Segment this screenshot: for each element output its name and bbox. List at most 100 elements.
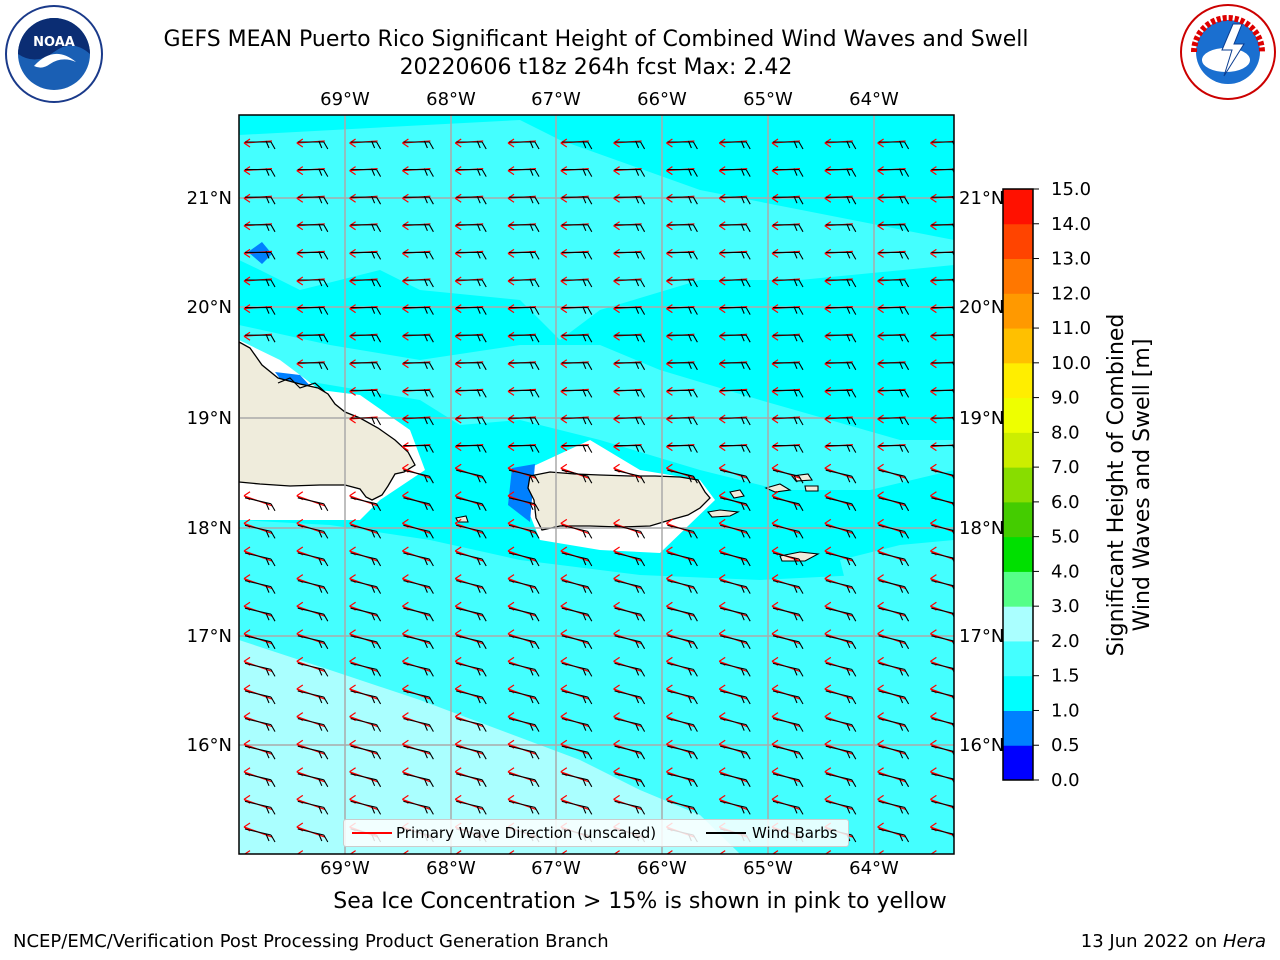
colorbar-tick-label: 12.0 [1051, 283, 1091, 304]
wind-barb [561, 552, 593, 567]
wind-barb [245, 306, 276, 315]
wind-barb [614, 800, 646, 815]
wind-barb [297, 223, 329, 233]
wind-barb [667, 773, 698, 788]
lon-tick-label: 67°W [531, 89, 581, 110]
st-croix-island [779, 551, 820, 562]
lon-tick-label: 66°W [637, 858, 687, 879]
wind-barb [614, 469, 646, 484]
wind-barb [403, 195, 434, 205]
wind-barb [456, 773, 487, 788]
hispaniola-coast [277, 377, 326, 393]
noaa-logo-icon: NOAA [5, 5, 103, 103]
wind-barb [244, 745, 276, 760]
wind-barb [614, 718, 646, 732]
wind-barb [772, 552, 804, 567]
lat-ticks-right: 21°N 20°N 19°N 18°N 17°N 16°N [959, 188, 1004, 756]
wind-barb [456, 168, 487, 177]
footer-date-text: 13 Jun 2022 on [1080, 931, 1223, 952]
wind-barb [456, 306, 487, 315]
lat-tick-label: 19°N [959, 408, 1004, 429]
primary-wave-legend-line [352, 832, 392, 834]
wind-barb [825, 306, 857, 315]
wind-barb [508, 552, 540, 567]
wind-barb [720, 580, 751, 594]
colorbar-tick-label: 1.5 [1051, 666, 1080, 687]
wind-barb [509, 223, 540, 233]
wind-barb [667, 389, 698, 398]
wind-barb [614, 580, 646, 594]
colorbar-tick-label: 15.0 [1051, 179, 1091, 200]
wind-barb [825, 800, 857, 815]
lon-tick-label: 65°W [743, 858, 793, 879]
wind-barb [931, 857, 961, 870]
colorbar-segment [1003, 189, 1033, 225]
wind-barb [825, 333, 857, 343]
wind-barb [297, 607, 329, 622]
wind-barb [825, 552, 857, 567]
wind-barb [667, 361, 698, 371]
wind-barb [297, 168, 329, 177]
wind-barb [614, 690, 646, 705]
wind-barb [878, 361, 910, 371]
wind-barb [773, 306, 804, 315]
colorbar-tick-label: 14.0 [1051, 214, 1091, 235]
colorbar-title-line1: Significant Height of Combined [1104, 313, 1129, 657]
wind-barb [350, 140, 382, 150]
wind-barb [667, 745, 698, 760]
wind-barb [297, 552, 329, 567]
wind-barb [403, 773, 434, 788]
colorbar-segment [1003, 467, 1033, 503]
wind-barb [509, 444, 540, 453]
puerto-rico-land [527, 471, 711, 531]
wind-barb [508, 662, 540, 677]
wind-barb [245, 333, 276, 343]
wind-barb [878, 497, 910, 512]
wind-barb [878, 828, 910, 843]
wind-barb [878, 552, 910, 567]
wind-barb [456, 444, 487, 453]
wind-barb [350, 773, 382, 788]
wind-barb [297, 361, 329, 371]
wind-barb [244, 662, 276, 677]
colorbar-segment [1003, 745, 1033, 781]
wind-barb [878, 306, 910, 315]
wind-barb [297, 635, 329, 650]
wind-barb [825, 469, 857, 484]
wind-barb [244, 524, 276, 539]
wind-barb [614, 140, 646, 150]
wind-barb [456, 497, 487, 512]
colorbar-segment [1003, 571, 1033, 607]
wind-barb [825, 278, 857, 288]
wind-barb [350, 168, 382, 177]
wind-barb [614, 524, 646, 539]
wind-barb [244, 497, 276, 512]
wind-barb [297, 524, 329, 539]
wind-barb [878, 662, 910, 677]
wind-barb [456, 607, 487, 622]
wind-barb [720, 389, 751, 398]
wind-barb [561, 745, 593, 760]
wind-barb [720, 333, 751, 343]
wind-barb [350, 552, 382, 567]
wind-barb [508, 469, 540, 484]
wave-and-wind-vectors [243, 138, 961, 870]
wind-barb [614, 607, 646, 622]
wind-barb [561, 580, 593, 594]
wind-barb [614, 195, 646, 205]
wind-barb [773, 168, 804, 177]
wind-barb [614, 333, 646, 343]
wind-barb [403, 662, 434, 677]
wind-barb [772, 580, 804, 594]
wind-barb [561, 333, 593, 343]
map-frame [238, 114, 955, 855]
colorbar-segment [1003, 640, 1033, 677]
wind-barb [720, 662, 751, 677]
wind-barb [825, 195, 857, 205]
wind-barb [773, 389, 804, 398]
wind-barb [297, 278, 329, 288]
wind-barb [667, 306, 698, 315]
colorbar-tick-label: 9.0 [1051, 388, 1080, 409]
wind-barb [720, 800, 751, 815]
wind-barb [561, 195, 593, 205]
